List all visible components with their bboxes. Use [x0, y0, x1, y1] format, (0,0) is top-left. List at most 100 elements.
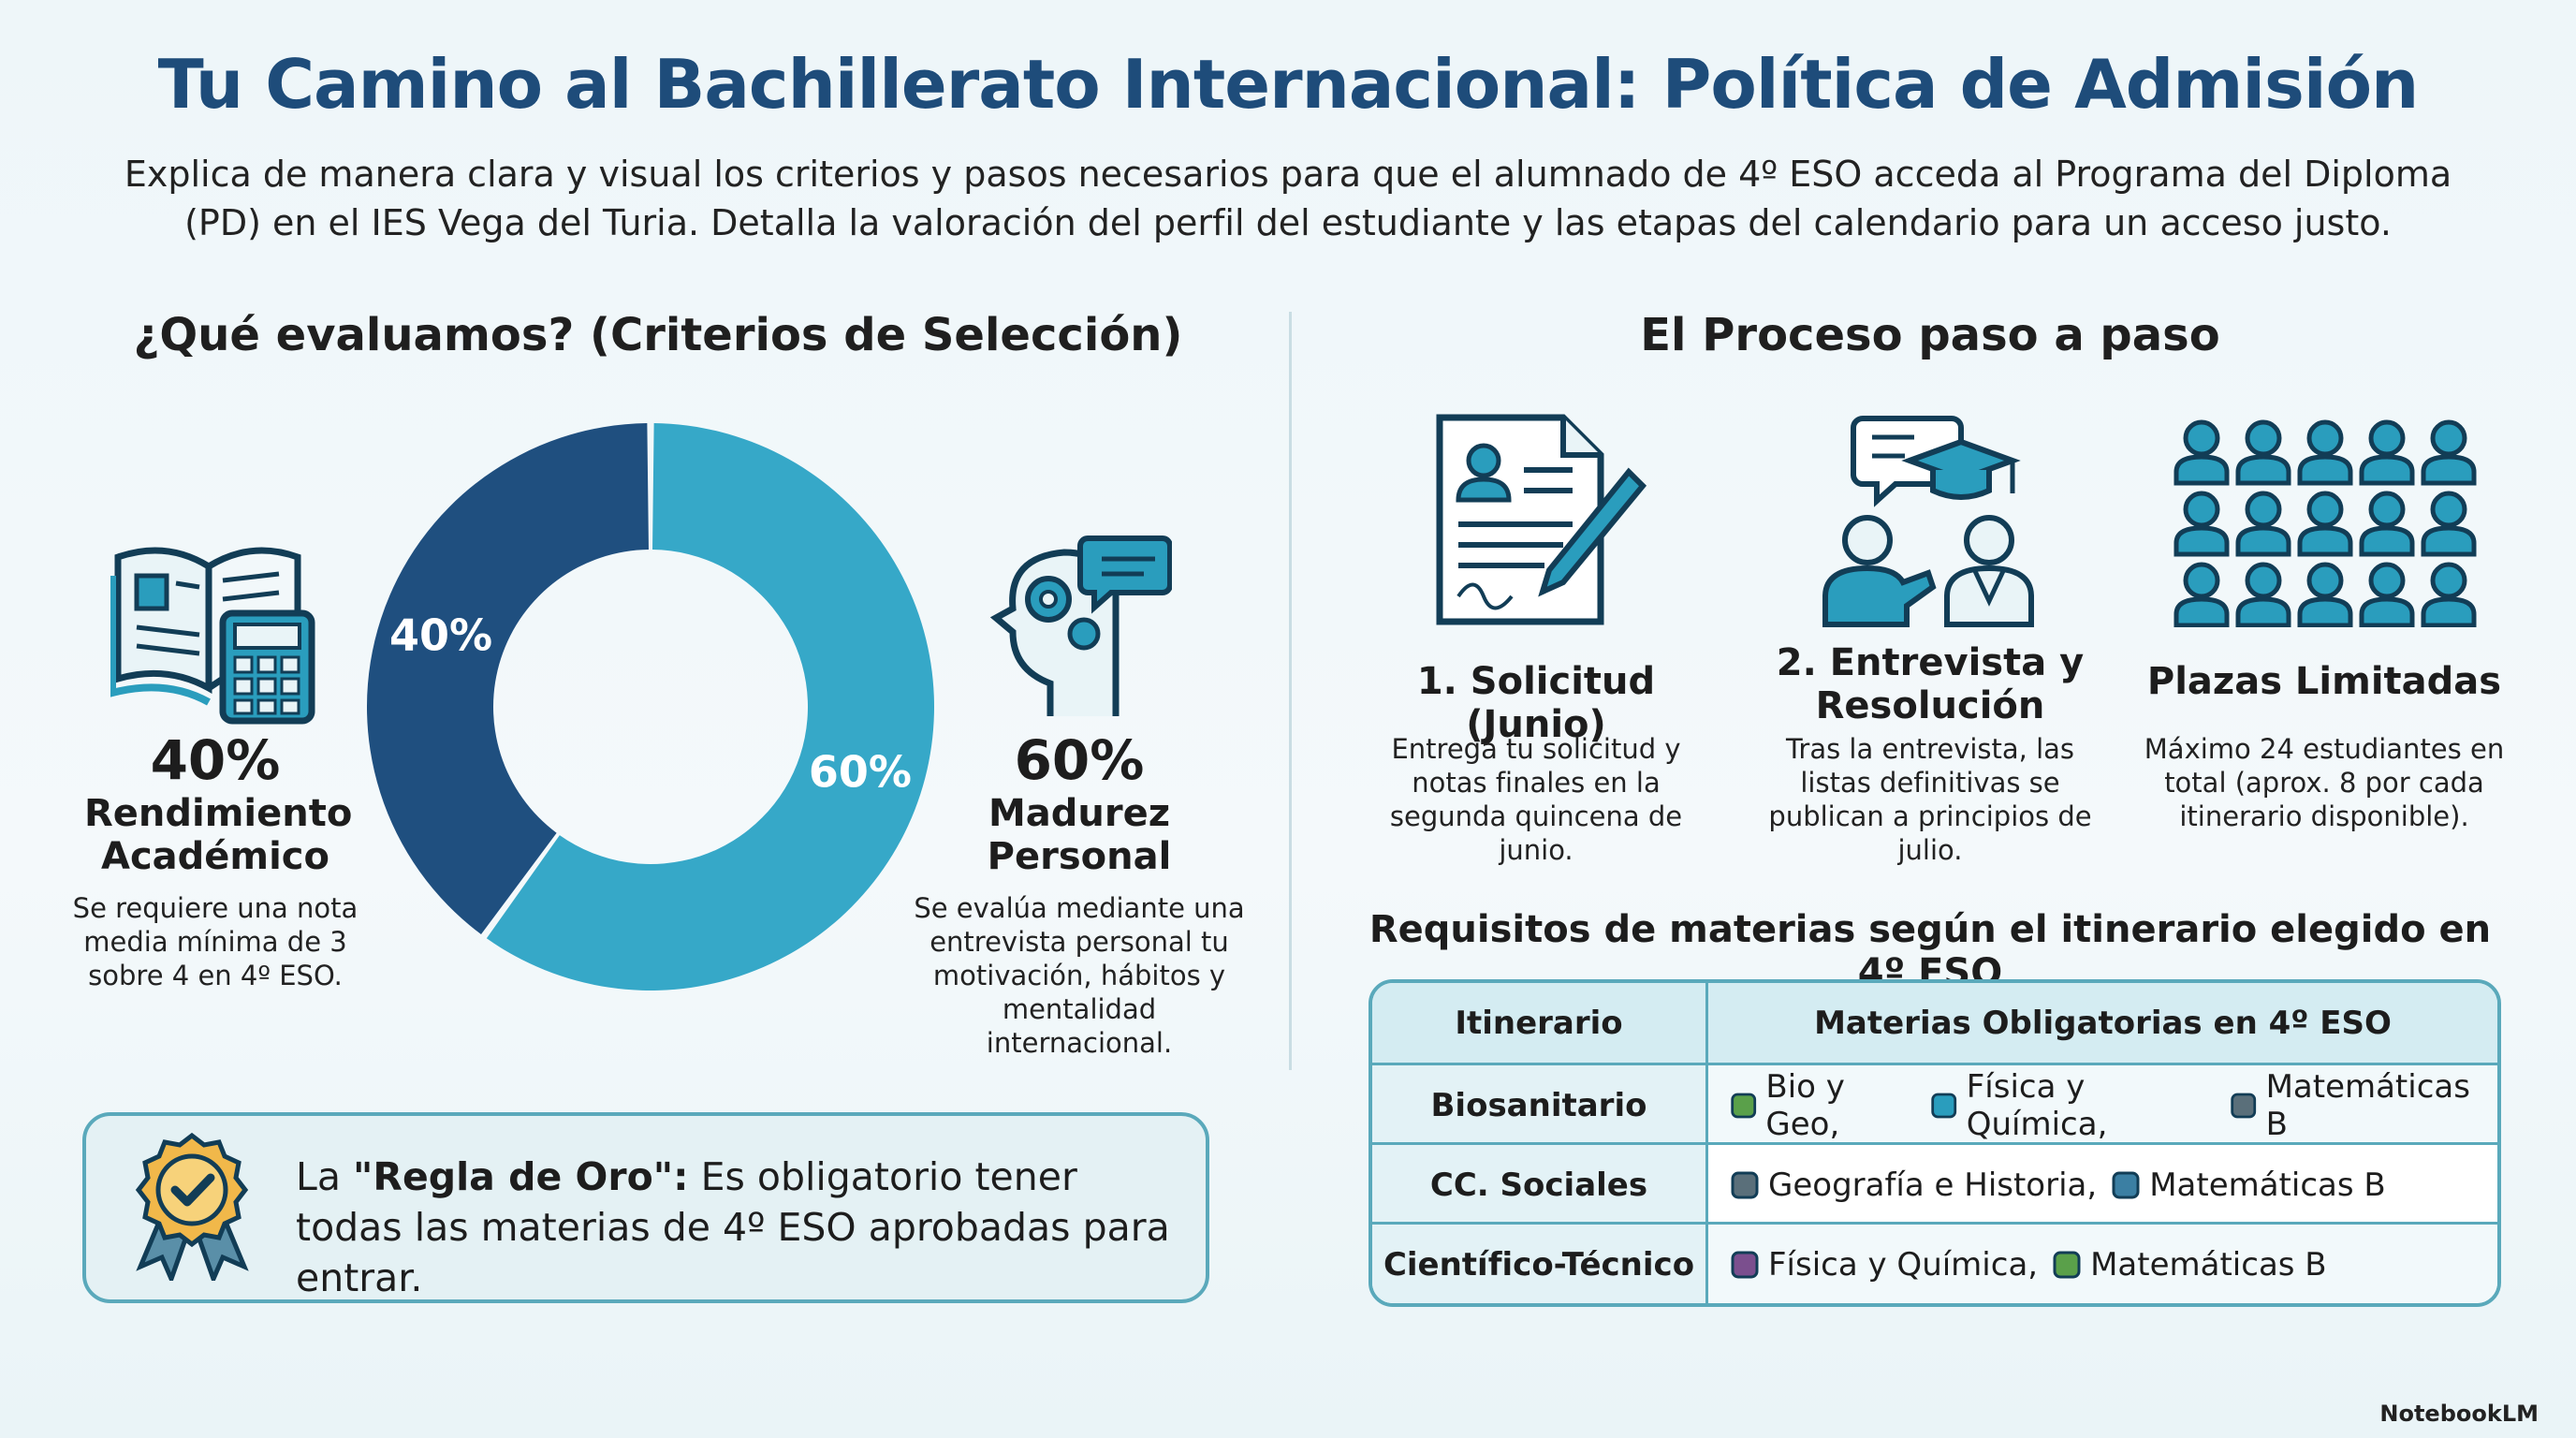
criterion-title: Madurez Personal	[987, 792, 1172, 878]
person	[2174, 419, 2230, 486]
itinerary-name: Biosanitario	[1372, 1065, 1705, 1145]
subject-name: Matemáticas B	[2090, 1245, 2327, 1284]
subject-icon	[1731, 1251, 1759, 1278]
person-head	[2245, 562, 2282, 599]
subject-icon-shape	[1731, 1171, 1759, 1198]
column-header: Itinerario	[1455, 1004, 1623, 1042]
itinerary-name: Científico-Técnico	[1372, 1225, 1705, 1303]
person-body	[2421, 596, 2477, 627]
subject-icon	[2231, 1093, 2257, 1118]
person-body	[2174, 454, 2230, 486]
subtitle: Explica de manera clara y visual los cri…	[124, 154, 2452, 243]
subject: Matemáticas B	[2229, 1068, 2484, 1143]
step-title: 2. Entrevista y Resolución	[1776, 641, 2085, 727]
person-body	[2297, 525, 2353, 557]
donut-chart: 40% 60%	[367, 423, 934, 990]
person-head	[2245, 491, 2282, 528]
person-body	[2235, 596, 2291, 627]
segment-label: 40%	[389, 610, 492, 661]
person-body	[2421, 525, 2477, 557]
golden-rule-label: "Regla de Oro":	[353, 1154, 689, 1199]
person-body	[2421, 454, 2477, 486]
person	[2359, 491, 2415, 557]
table-header: Itinerario Materias Obligatorias en 4º E…	[1372, 983, 2497, 1063]
donut-segment	[367, 423, 649, 934]
subjects-cell: Física y Química, Matemáticas B	[1705, 1225, 2497, 1303]
table-row: Biosanitario Bio y Geo, Física y Química, M…	[1372, 1063, 2497, 1145]
golden-rule-prefix: La	[296, 1154, 341, 1199]
subject: Geografía e Historia,	[1729, 1167, 2097, 1204]
percent-label: 60%	[1014, 728, 1145, 792]
person	[2359, 562, 2415, 627]
person	[2297, 419, 2353, 486]
person-head	[2245, 419, 2282, 457]
person-body	[2359, 454, 2415, 486]
person-body	[2359, 525, 2415, 557]
subject-icon-shape	[1931, 1093, 1957, 1118]
person-head	[2306, 562, 2344, 599]
subject-name: Física y Química,	[1966, 1067, 2108, 1143]
step-description: Entrega tu solicitud y notas finales en …	[1389, 733, 1683, 866]
person-body	[2297, 596, 2353, 627]
subjects-cell: Bio y Geo, Física y Química, Matemáticas B	[1705, 1065, 2497, 1145]
golden-rule-box	[82, 1112, 1209, 1303]
subject-icon-shape	[2112, 1171, 2140, 1198]
person-body	[2235, 525, 2291, 557]
subject-name: Geografía e Historia,	[1768, 1166, 2098, 1204]
subject-icon-shape	[1731, 1251, 1759, 1278]
person-head	[2368, 562, 2406, 599]
subject-icon	[2112, 1171, 2140, 1198]
subjects-cell: Geografía e Historia, Matemáticas B	[1705, 1145, 2497, 1225]
person-body	[2359, 596, 2415, 627]
subject-name: Matemáticas B	[2265, 1067, 2470, 1143]
person-head	[2430, 562, 2467, 599]
subject: Física y Química,	[1729, 1246, 2038, 1284]
subject: Matemáticas B	[2110, 1167, 2386, 1204]
subject-icon	[1731, 1093, 1757, 1118]
person-head	[2306, 419, 2344, 457]
column-header: Materias Obligatorias en 4º ESO	[1705, 983, 2497, 1063]
subject: Bio y Geo,	[1729, 1068, 1916, 1143]
golden-rule-text: La "Regla de Oro": Es obligatorio tener …	[296, 1152, 1194, 1303]
step-title: 1. Solicitud (Junio)	[1416, 660, 1656, 746]
itinerary-name: CC. Sociales	[1372, 1145, 1705, 1225]
person	[2235, 562, 2291, 627]
golden-rule-body: Es obligatorio tener todas las materias …	[296, 1154, 1170, 1300]
person-body	[2174, 596, 2230, 627]
person	[2297, 491, 2353, 557]
subject-icon	[2053, 1251, 2081, 1278]
person-head	[2430, 491, 2467, 528]
person-head	[2368, 419, 2406, 457]
person	[2235, 491, 2291, 557]
requirements-table: Itinerario Materias Obligatorias en 4º E…	[1368, 979, 2501, 1307]
subject-icon	[1931, 1093, 1957, 1118]
person-body	[2174, 525, 2230, 557]
academic-icon	[110, 547, 315, 725]
interview-icon	[1822, 416, 2034, 627]
criteria-heading: ¿Qué evaluamos? (Criterios de Selección)	[133, 309, 1183, 361]
subject-icon	[1731, 1171, 1759, 1198]
subject: Física y Química,	[1929, 1068, 2216, 1143]
person	[2174, 562, 2230, 627]
table-row: Científico-Técnico Física y Química, Matem…	[1372, 1222, 2497, 1303]
step-description: Máximo 24 estudiantes en total (aprox. 8…	[2144, 733, 2505, 832]
application-icon	[1436, 414, 1647, 625]
person-head	[2183, 419, 2220, 457]
step-description: Tras la entrevista, las listas definitiv…	[1768, 733, 2092, 866]
seats-icon	[2174, 419, 2477, 627]
brand: NotebookLM	[2379, 1401, 2539, 1427]
person	[2421, 562, 2477, 627]
subject-icon-shape	[1731, 1093, 1757, 1118]
title: Tu Camino al Bachillerato Internacional:…	[157, 45, 2420, 124]
person-head	[2430, 419, 2467, 457]
criterion-description: Se evalúa mediante una entrevista person…	[914, 892, 1245, 1059]
person	[2359, 419, 2415, 486]
person	[2421, 419, 2477, 486]
segment-label: 60%	[809, 746, 912, 797]
person-head	[2368, 491, 2406, 528]
personal-icon	[989, 536, 1172, 716]
step-title: Plazas Limitadas	[2146, 660, 2502, 703]
person-head	[2306, 491, 2344, 528]
person	[2174, 491, 2230, 557]
